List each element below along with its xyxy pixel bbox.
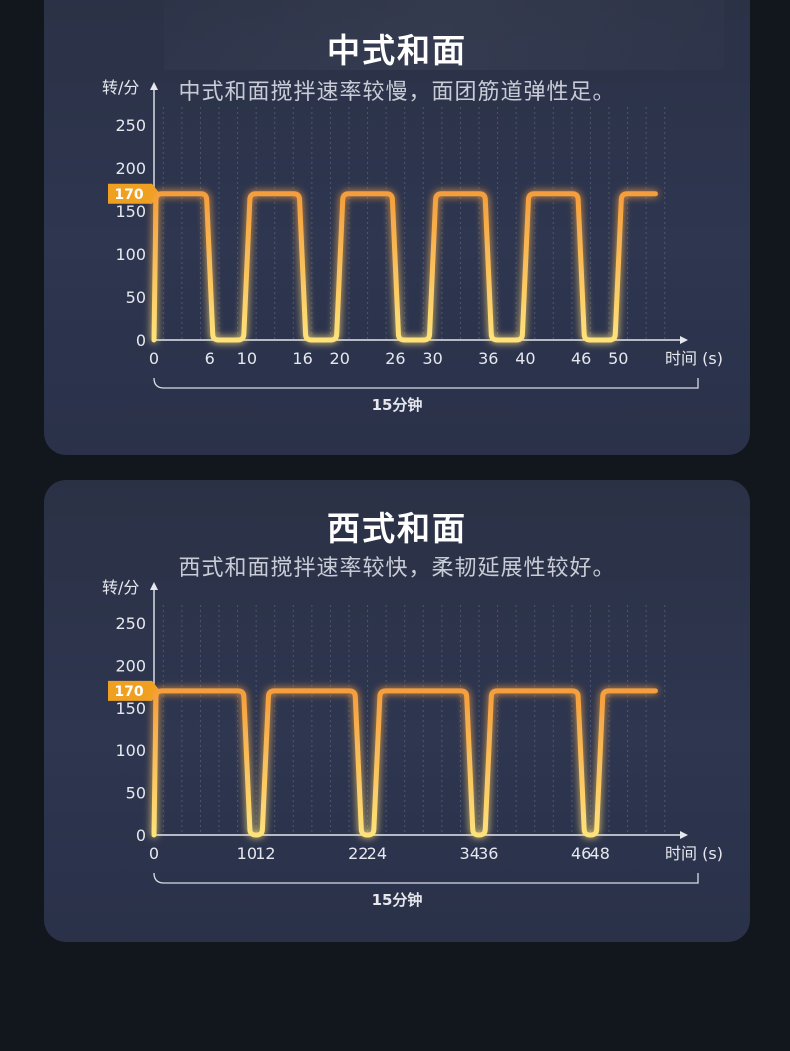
- x-tick-label: 36: [478, 844, 498, 863]
- x-tick-label: 16: [292, 349, 312, 368]
- x-tick-label: 34: [460, 844, 480, 863]
- y-axis-arrow: [150, 582, 158, 590]
- x-tick-label: 36: [478, 349, 498, 368]
- x-tick-label: 46: [571, 349, 591, 368]
- x-tick-label: 48: [590, 844, 610, 863]
- x-axis-title: 时间 (s): [665, 349, 723, 368]
- x-tick-label: 46: [571, 844, 591, 863]
- series-line: [151, 688, 658, 838]
- x-tick-label: 0: [149, 844, 159, 863]
- chart-title: 中式和面: [327, 31, 467, 70]
- chinese-mixing-card: 中式和面 中式和面搅拌速率较慢，面团筋道弹性足。 转/分 0 50 100 150 200…: [44, 0, 750, 455]
- chinese-mixing-chart: 转/分 0 50 100 150 200 250 170 0 6 10 16 20 26 30 36 40 46 5…: [102, 78, 723, 414]
- western-mixing-card: 西式和面 西式和面搅拌速率较快，柔韧延展性较好。 转/分 0 50 100 150 200…: [44, 480, 750, 942]
- duration-label: 15分钟: [372, 396, 423, 414]
- x-tick-label: 26: [385, 349, 405, 368]
- y-tick-label: 150: [115, 202, 146, 221]
- y-tick-label: 200: [115, 159, 146, 178]
- chart-title: 西式和面: [327, 509, 467, 548]
- chart-subtitle: 中式和面搅拌速率较慢，面团筋道弹性足。: [178, 80, 616, 105]
- chart-subtitle: 西式和面搅拌速率较快，柔韧延展性较好。: [178, 556, 616, 581]
- y-axis-title: 转/分: [102, 578, 139, 597]
- x-tick-label: 6: [205, 349, 215, 368]
- y-tick-label: 0: [136, 331, 146, 350]
- x-tick-label: 12: [255, 844, 275, 863]
- y-tick-label: 100: [115, 741, 146, 760]
- duration-label: 15分钟: [372, 891, 423, 909]
- y-tick-label: 250: [115, 116, 146, 135]
- x-tick-label: 40: [515, 349, 535, 368]
- x-tick-label: 0: [149, 349, 159, 368]
- duration-brace: [153, 377, 699, 389]
- y-tick-label: 50: [126, 288, 146, 307]
- x-axis-arrow: [680, 336, 688, 344]
- x-tick-label: 22: [348, 844, 368, 863]
- highlight-value-label: 170: [114, 187, 143, 203]
- x-tick-label: 10: [237, 844, 257, 863]
- y-tick-label: 0: [136, 826, 146, 845]
- x-axis-arrow: [680, 831, 688, 839]
- y-axis-arrow: [150, 82, 158, 90]
- background-decoration: [164, 0, 724, 70]
- highlight-marker: [108, 183, 160, 204]
- highlight-marker: [108, 680, 160, 701]
- x-tick-label: 24: [367, 844, 387, 863]
- x-tick-label: 10: [237, 349, 257, 368]
- x-tick-label: 50: [608, 349, 628, 368]
- y-axis-title: 转/分: [102, 78, 139, 97]
- highlight-value-label: 170: [114, 684, 143, 700]
- series-line: [151, 191, 658, 343]
- y-tick-label: 100: [115, 245, 146, 264]
- x-tick-label: 30: [422, 349, 442, 368]
- y-tick-label: 150: [115, 699, 146, 718]
- y-tick-label: 50: [126, 784, 146, 803]
- duration-brace: [153, 872, 699, 884]
- x-axis-title: 时间 (s): [665, 844, 723, 863]
- x-tick-label: 20: [330, 349, 350, 368]
- y-tick-label: 200: [115, 656, 146, 675]
- y-tick-label: 250: [115, 614, 146, 633]
